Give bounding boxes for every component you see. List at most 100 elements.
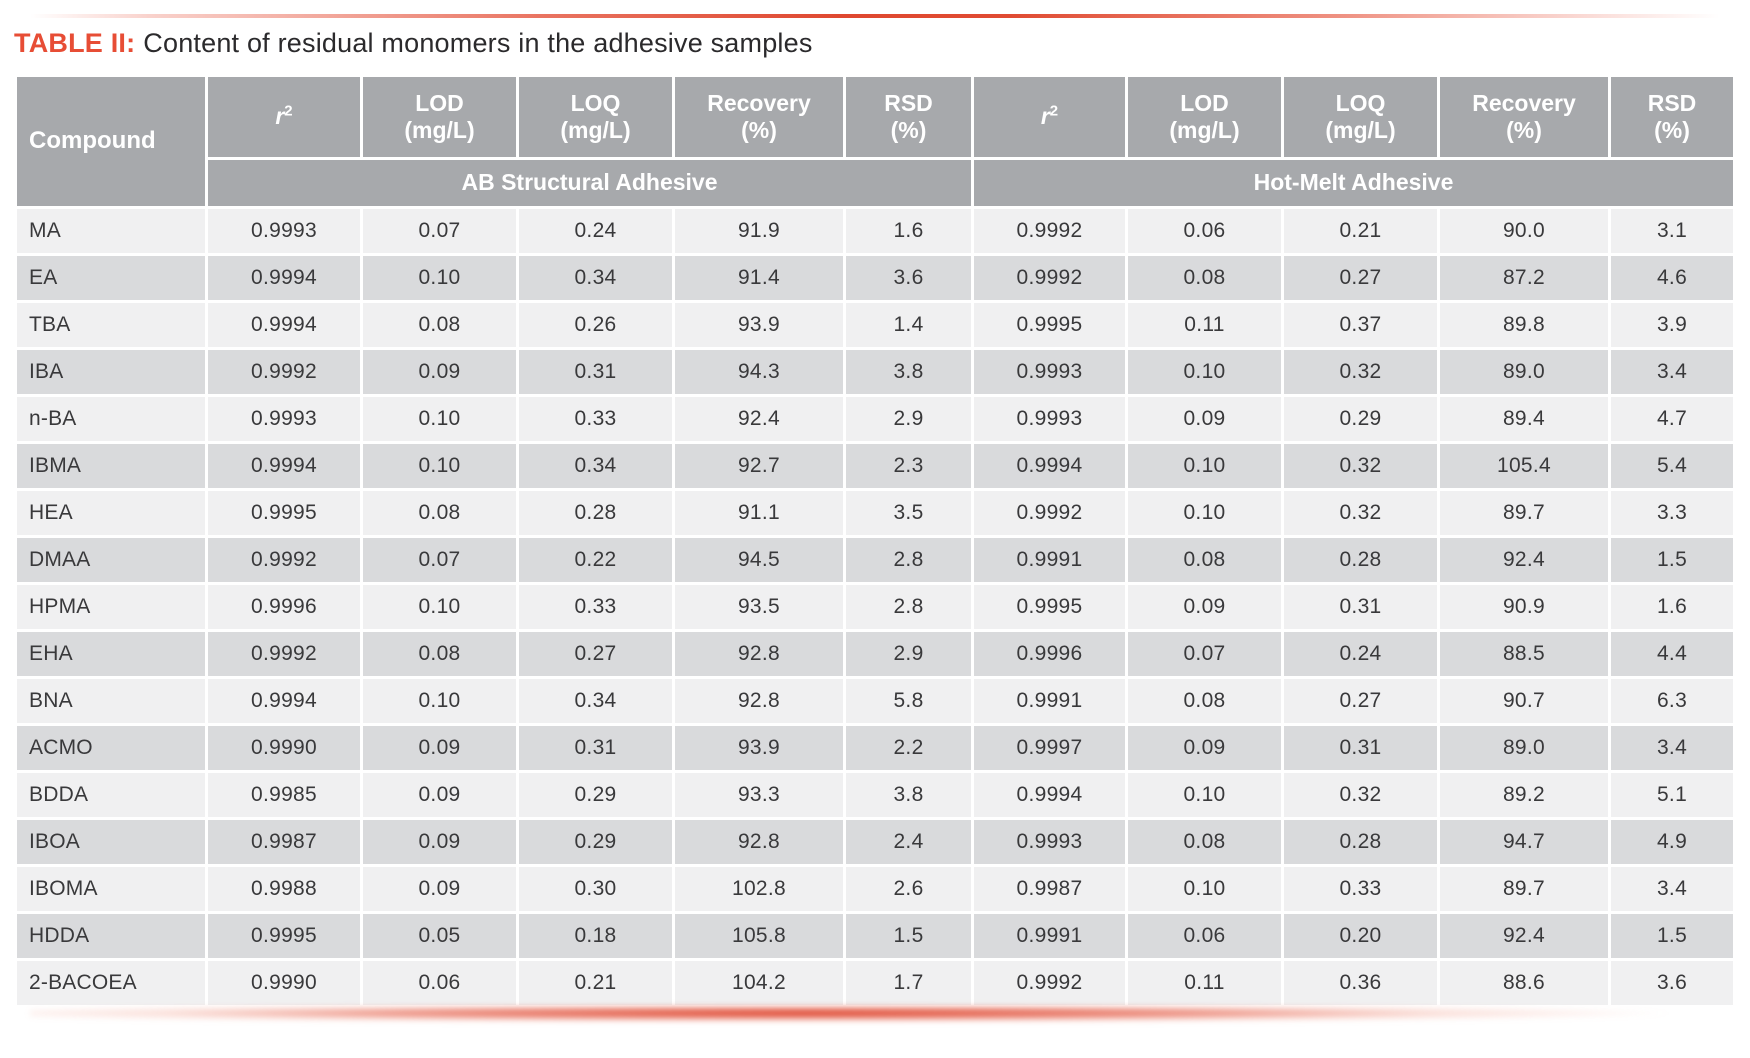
column-header-r2-ab: r2 [208,77,360,157]
table-row: EHA 0.9992 0.08 0.27 92.8 2.9 0.9996 0.07 0.24 88… [17,632,1733,676]
hm-value-cell: 3.6 [1611,961,1733,1005]
hm-value-cell: 0.32 [1284,491,1437,535]
ab-value-cell: 0.08 [363,491,516,535]
compound-cell: HPMA [17,585,205,629]
ab-value-cell: 0.09 [363,820,516,864]
compound-cell: 2-BACOEA [17,961,205,1005]
ab-value-cell: 0.9992 [208,350,360,394]
ab-value-cell: 2.4 [846,820,971,864]
ab-value-cell: 1.5 [846,914,971,958]
r2-symbol: r [1040,103,1050,130]
hm-value-cell: 3.4 [1611,726,1733,770]
hm-value-cell: 0.24 [1284,632,1437,676]
hm-value-cell: 0.09 [1128,726,1281,770]
ab-value-cell: 2.2 [846,726,971,770]
residual-monomers-table: Compound r2 LOD (mg/L) LOQ (mg/L) Recove… [14,74,1736,1008]
ab-value-cell: 0.33 [519,585,672,629]
table-row: TBA 0.9994 0.08 0.26 93.9 1.4 0.9995 0.11 0.37 89… [17,303,1733,347]
ab-value-cell: 0.9994 [208,256,360,300]
hm-value-cell: 87.2 [1440,256,1608,300]
hm-value-cell: 0.9991 [974,914,1125,958]
column-header-r2-hotmelt: r2 [974,77,1125,157]
ab-value-cell: 2.8 [846,585,971,629]
ab-value-cell: 0.10 [363,256,516,300]
ab-value-cell: 0.29 [519,773,672,817]
compound-cell: IBOMA [17,867,205,911]
hm-value-cell: 0.9997 [974,726,1125,770]
ab-value-cell: 92.7 [675,444,843,488]
hm-value-cell: 5.1 [1611,773,1733,817]
hm-value-cell: 0.07 [1128,632,1281,676]
compound-cell: n-BA [17,397,205,441]
ab-value-cell: 0.08 [363,303,516,347]
hm-value-cell: 0.11 [1128,961,1281,1005]
table-row: HEA 0.9995 0.08 0.28 91.1 3.5 0.9992 0.10 0.32 89… [17,491,1733,535]
ab-value-cell: 0.9987 [208,820,360,864]
column-header-recovery-ab: Recovery (%) [675,77,843,157]
hm-value-cell: 0.10 [1128,444,1281,488]
table-row: IBA 0.9992 0.09 0.31 94.3 3.8 0.9993 0.10 0.32 89… [17,350,1733,394]
hm-value-cell: 0.27 [1284,256,1437,300]
hm-value-cell: 0.32 [1284,773,1437,817]
table-row: DMAA 0.9992 0.07 0.22 94.5 2.8 0.9991 0.08 0.28 9… [17,538,1733,582]
ab-value-cell: 0.9994 [208,679,360,723]
ab-value-cell: 0.9995 [208,914,360,958]
ab-value-cell: 1.4 [846,303,971,347]
ab-value-cell: 0.21 [519,961,672,1005]
hm-value-cell: 0.29 [1284,397,1437,441]
hm-value-cell: 0.9993 [974,820,1125,864]
ab-value-cell: 94.5 [675,538,843,582]
hm-value-cell: 89.7 [1440,867,1608,911]
compound-cell: BNA [17,679,205,723]
hm-value-cell: 0.10 [1128,773,1281,817]
hm-value-cell: 0.37 [1284,303,1437,347]
ab-value-cell: 0.07 [363,209,516,253]
ab-value-cell: 0.9993 [208,397,360,441]
compound-cell: ACMO [17,726,205,770]
ab-value-cell: 0.26 [519,303,672,347]
compound-cell: HEA [17,491,205,535]
ab-value-cell: 2.6 [846,867,971,911]
hm-value-cell: 0.06 [1128,209,1281,253]
table-row: EA 0.9994 0.10 0.34 91.4 3.6 0.9992 0.08 0.27 87.… [17,256,1733,300]
ab-value-cell: 91.4 [675,256,843,300]
ab-value-cell: 0.34 [519,444,672,488]
compound-cell: IBOA [17,820,205,864]
hm-value-cell: 89.7 [1440,491,1608,535]
hm-value-cell: 3.1 [1611,209,1733,253]
top-accent-line [30,14,1720,18]
hm-value-cell: 89.2 [1440,773,1608,817]
hm-value-cell: 0.21 [1284,209,1437,253]
r2-symbol: r [275,103,285,130]
ab-value-cell: 0.9995 [208,491,360,535]
ab-value-cell: 0.22 [519,538,672,582]
table-row: IBOA 0.9987 0.09 0.29 92.8 2.4 0.9993 0.08 0.28 9… [17,820,1733,864]
hm-value-cell: 0.9993 [974,397,1125,441]
ab-value-cell: 0.29 [519,820,672,864]
column-header-lod-hotmelt: LOD (mg/L) [1128,77,1281,157]
ab-value-cell: 0.10 [363,679,516,723]
ab-value-cell: 0.10 [363,444,516,488]
ab-value-cell: 3.8 [846,350,971,394]
hm-value-cell: 5.4 [1611,444,1733,488]
hm-value-cell: 0.9995 [974,303,1125,347]
hm-value-cell: 0.32 [1284,444,1437,488]
ab-value-cell: 92.8 [675,632,843,676]
hm-value-cell: 0.31 [1284,726,1437,770]
hm-value-cell: 4.4 [1611,632,1733,676]
hm-value-cell: 4.9 [1611,820,1733,864]
hm-value-cell: 0.9995 [974,585,1125,629]
ab-value-cell: 0.9992 [208,632,360,676]
hm-value-cell: 0.9996 [974,632,1125,676]
hm-value-cell: 0.11 [1128,303,1281,347]
table-row: HDDA 0.9995 0.05 0.18 105.8 1.5 0.9991 0.06 0.20… [17,914,1733,958]
ab-value-cell: 0.24 [519,209,672,253]
ab-value-cell: 93.5 [675,585,843,629]
ab-value-cell: 0.9994 [208,444,360,488]
hm-value-cell: 0.31 [1284,585,1437,629]
table-caption-label: TABLE II: [14,28,136,58]
ab-value-cell: 0.9996 [208,585,360,629]
hm-value-cell: 89.4 [1440,397,1608,441]
ab-value-cell: 0.06 [363,961,516,1005]
compound-cell: IBMA [17,444,205,488]
